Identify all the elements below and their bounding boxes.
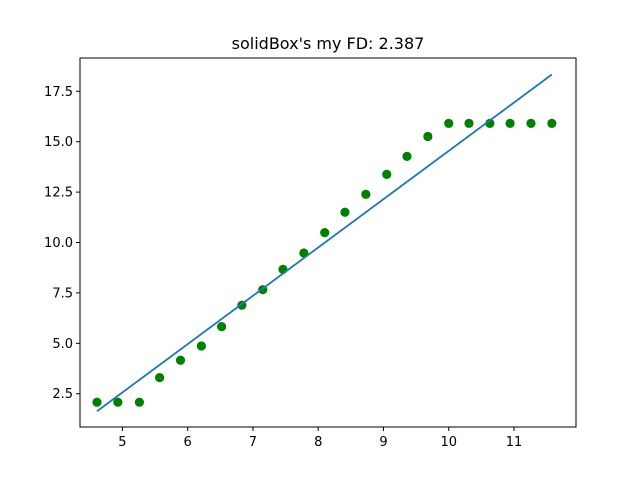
scatter-point (547, 118, 557, 128)
scatter-point (505, 118, 515, 128)
scatter-point (320, 228, 330, 238)
axes-frame (79, 57, 577, 428)
fit-line (96, 73, 553, 412)
scatter-point (92, 397, 102, 407)
y-tick-label: 17.5 (44, 85, 73, 100)
x-tick-label: 6 (184, 435, 192, 450)
x-tick-label: 7 (249, 435, 257, 450)
scatter-point (299, 248, 309, 258)
axes: 5 6 7 8 9 10 11 2.5 5.0 7.5 10.0 12.5 15.0 17.5 (44, 57, 577, 450)
x-tick-label: 9 (379, 435, 387, 450)
x-tick-label: 11 (506, 435, 523, 450)
scatter-point (175, 355, 186, 365)
y-tick-label: 2.5 (52, 387, 73, 402)
plot-area (92, 73, 557, 412)
scatter-point (113, 397, 123, 407)
scatter-point (196, 341, 206, 351)
scatter-point (155, 373, 165, 383)
scatter-point (217, 321, 227, 332)
scatter-point (402, 151, 412, 161)
scatter-point (340, 207, 350, 217)
y-tick-label: 7.5 (52, 286, 73, 301)
scatter-point (444, 118, 454, 128)
scatter-point (423, 131, 433, 142)
y-tick-label: 10.0 (44, 236, 73, 251)
scatter-point (464, 118, 474, 128)
scatter-point (382, 169, 392, 179)
scatter-point (361, 189, 371, 199)
y-tick-label: 12.5 (44, 186, 73, 201)
x-tick-label: 10 (440, 435, 457, 450)
y-tick-label: 15.0 (44, 135, 73, 150)
chart-title: solidBox's my FD: 2.387 (232, 34, 425, 53)
scatter-point (134, 397, 144, 407)
scatter-point (526, 118, 536, 128)
y-tick-label: 5.0 (52, 337, 73, 352)
x-tick-label: 5 (118, 435, 126, 450)
x-tick-label: 8 (314, 435, 322, 450)
